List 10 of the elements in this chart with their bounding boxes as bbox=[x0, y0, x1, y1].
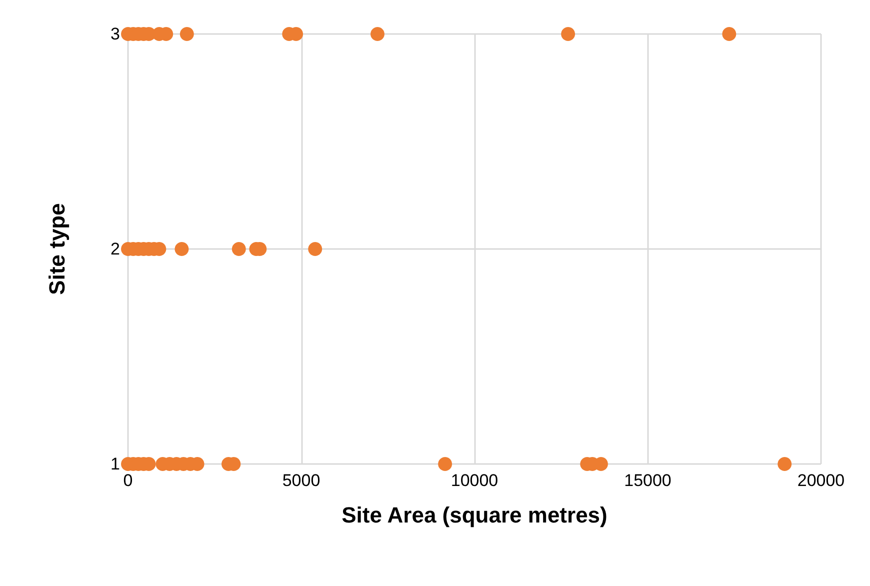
x-tick-label: 15000 bbox=[624, 471, 672, 490]
x-tick-label: 0 bbox=[123, 471, 133, 490]
x-axis-title: Site Area (square metres) bbox=[342, 502, 608, 528]
y-axis-title: Site type bbox=[44, 203, 70, 295]
x-tick-label: 10000 bbox=[450, 471, 498, 490]
y-tick-label: 3 bbox=[110, 24, 120, 44]
x-tick-label: 5000 bbox=[282, 471, 320, 490]
x-tick-label: 20000 bbox=[797, 471, 845, 490]
y-tick-label: 1 bbox=[110, 454, 120, 474]
y-tick-label: 2 bbox=[110, 240, 120, 258]
